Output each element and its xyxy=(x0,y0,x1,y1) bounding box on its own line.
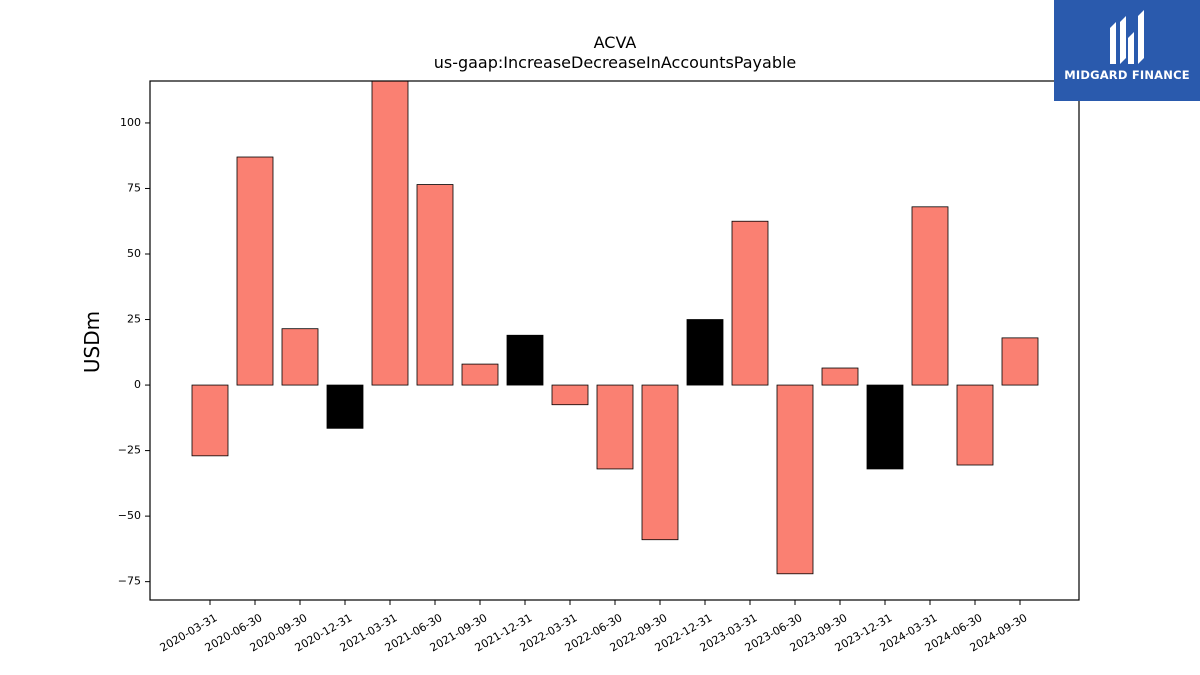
bars-group xyxy=(191,81,1039,575)
bar-2022-06-30 xyxy=(596,384,634,470)
y-axis-label: USDm xyxy=(80,311,104,373)
brand-name: MIDGARD FINANCE xyxy=(1064,68,1190,82)
y-tick-label: 50 xyxy=(127,247,141,260)
bar-2022-09-30 xyxy=(641,384,679,541)
bar-2021-03-31 xyxy=(371,81,409,386)
plot-frame xyxy=(149,80,1080,601)
bar-2021-12-31 xyxy=(506,334,544,386)
bar-2024-03-31 xyxy=(911,206,949,386)
bar-2023-03-31 xyxy=(731,220,769,386)
brand-logo: MIDGARD FINANCE xyxy=(1054,0,1200,101)
bar-2021-06-30 xyxy=(416,184,454,386)
y-tick-label: 75 xyxy=(127,181,141,194)
midgard-logo-mark-icon xyxy=(1110,10,1144,64)
chart-title: ACVA xyxy=(594,33,637,52)
y-tick-label: −50 xyxy=(118,509,141,522)
bar-2024-06-30 xyxy=(956,384,994,466)
x-axis-ticks: 2020-03-312020-06-302020-09-302020-12-31… xyxy=(158,600,1030,654)
bar-2020-09-30 xyxy=(281,328,319,386)
bar-2020-03-31 xyxy=(191,384,229,457)
y-tick-label: −25 xyxy=(118,444,141,457)
y-tick-label: 25 xyxy=(127,313,141,326)
y-tick-label: 100 xyxy=(120,116,141,129)
bar-2022-03-31 xyxy=(551,384,589,406)
bar-2020-06-30 xyxy=(236,156,274,386)
y-tick-label: −75 xyxy=(118,575,141,588)
chart-subtitle: us-gaap:IncreaseDecreaseInAccountsPayabl… xyxy=(434,53,797,72)
bar-2021-09-30 xyxy=(461,363,499,386)
bar-2024-09-30 xyxy=(1001,337,1039,386)
bar-2023-09-30 xyxy=(821,367,859,386)
y-axis-ticks: −75 −50 −25 0 25 50 75 100 xyxy=(118,116,150,588)
bar-2023-06-30 xyxy=(776,384,814,575)
bar-2020-12-31 xyxy=(326,384,364,429)
bar-2022-12-31 xyxy=(686,319,724,386)
y-tick-label: 0 xyxy=(134,378,141,391)
bar-2023-12-31 xyxy=(866,384,904,470)
